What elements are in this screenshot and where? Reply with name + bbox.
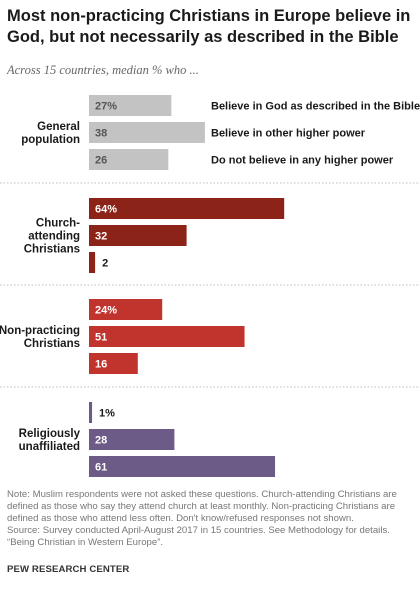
bar — [89, 198, 285, 219]
bar-value-label: 51 — [95, 332, 107, 344]
series-label: Do not believe in any higher power — [211, 155, 394, 167]
chart-note: Note: Muslim respondents were not asked … — [7, 489, 397, 525]
bar — [89, 456, 276, 477]
chart-subtitle: Across 15 countries, median % who ... — [7, 63, 199, 77]
bar-value-label: 2 — [102, 258, 108, 270]
bar — [89, 326, 245, 347]
bar-value-label: 28 — [95, 435, 107, 447]
bar — [89, 122, 205, 143]
bar — [89, 299, 163, 320]
bar-value-label: 1% — [99, 408, 115, 420]
bar-value-label: 38 — [95, 128, 107, 140]
series-label: Believe in other higher power — [211, 128, 366, 140]
bar-value-label: 26 — [95, 155, 107, 167]
bar-value-label: 27% — [95, 101, 117, 113]
group-label: Church-attending Christians — [24, 218, 80, 256]
bar — [89, 353, 138, 374]
chart-title: Most non-practicing Christians in Europe… — [7, 7, 411, 46]
brand-label: PEW RESEARCH CENTER — [7, 564, 130, 575]
bar-value-label: 61 — [95, 462, 107, 474]
group-label: General population — [21, 121, 80, 146]
group-label: Religiously unaffiliated — [19, 428, 81, 453]
bar-value-label: 24% — [95, 305, 117, 317]
group-label: Non-practicing Christians — [0, 325, 80, 350]
bar — [89, 429, 175, 450]
bar-value-label: 16 — [95, 359, 107, 371]
bar — [89, 252, 96, 273]
series-label: Believe in God as described in the Bible — [211, 101, 420, 113]
notes-block: Note: Muslim respondents were not asked … — [7, 489, 417, 549]
bar — [89, 402, 93, 423]
chart-source: Source: Survey conducted April-August 20… — [7, 525, 390, 549]
bar — [89, 95, 172, 116]
bar — [89, 149, 169, 170]
bar-value-label: 32 — [95, 231, 107, 243]
bar — [89, 225, 187, 246]
bar-chart: General population 27% Believe in God as de… — [0, 95, 420, 477]
bar-value-label: 64% — [95, 204, 117, 216]
